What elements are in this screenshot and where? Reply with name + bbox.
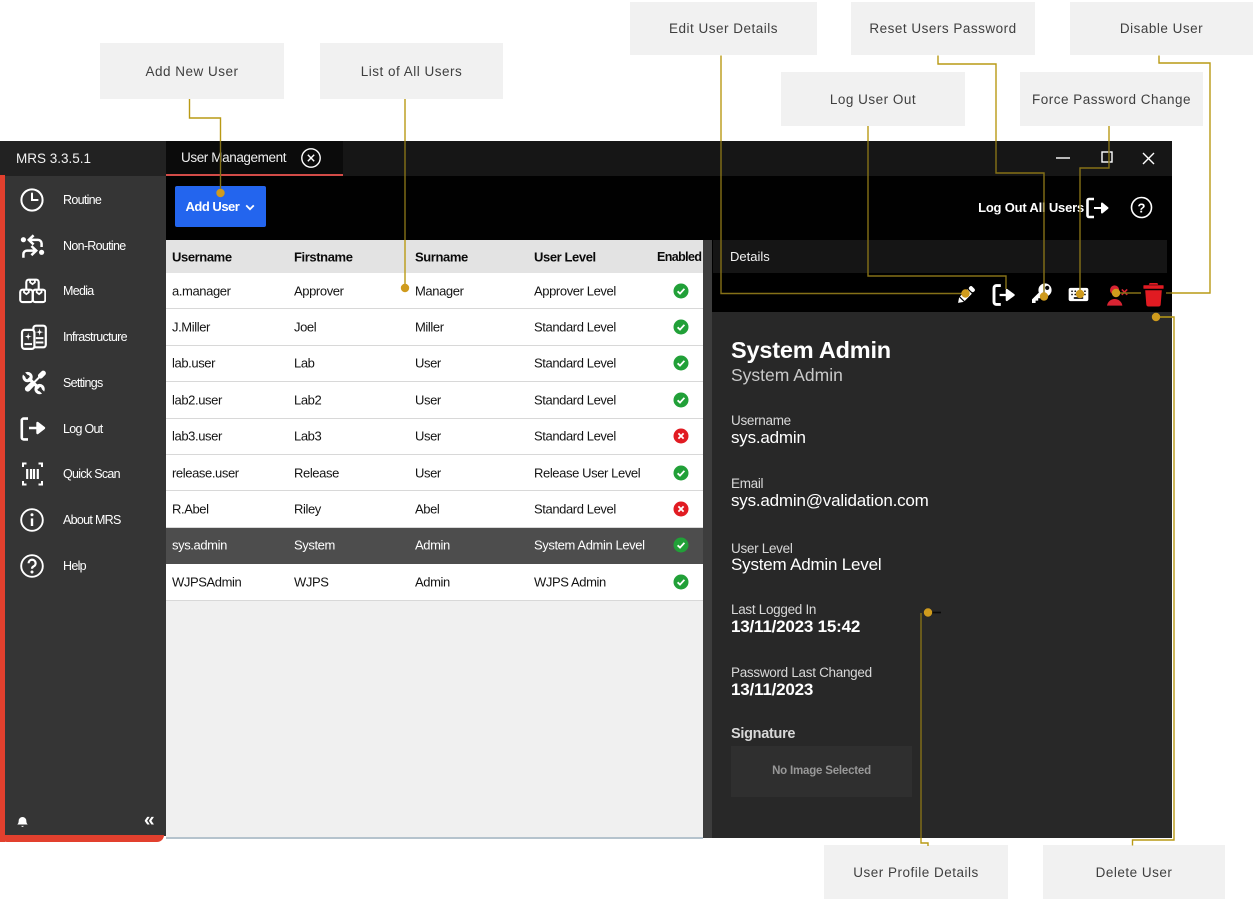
svg-text:?: ? — [1138, 200, 1146, 215]
